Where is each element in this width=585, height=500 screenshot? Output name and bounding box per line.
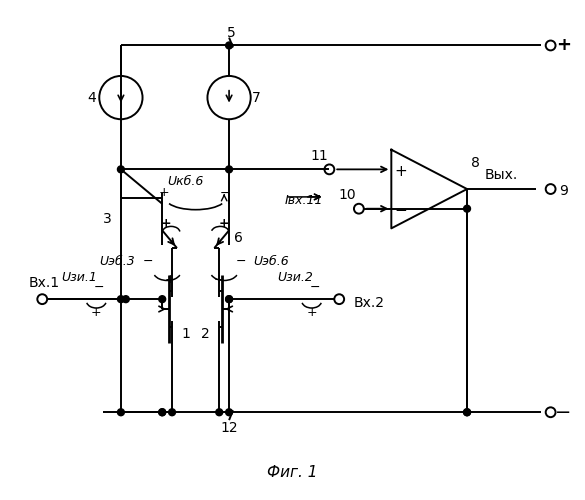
Circle shape [159, 296, 166, 302]
Text: Вх.2: Вх.2 [353, 296, 384, 310]
Text: 1: 1 [181, 326, 190, 340]
Text: 2: 2 [201, 326, 210, 340]
Text: −: − [236, 256, 246, 268]
Text: −: − [94, 281, 105, 294]
Text: +: + [214, 273, 225, 286]
Text: Вых.: Вых. [485, 168, 518, 182]
Text: +: + [219, 217, 229, 230]
Circle shape [118, 296, 125, 302]
Text: 10: 10 [338, 188, 356, 202]
Circle shape [226, 296, 232, 302]
Text: 4: 4 [87, 90, 96, 104]
Text: 12: 12 [221, 421, 238, 435]
Text: +: + [161, 217, 171, 230]
Circle shape [226, 166, 232, 173]
Circle shape [463, 206, 470, 212]
Text: −: − [395, 203, 408, 218]
Circle shape [463, 409, 470, 416]
Text: Uкб.6: Uкб.6 [167, 174, 204, 188]
Text: Uэб.3: Uэб.3 [99, 256, 135, 268]
Text: −: − [142, 256, 153, 268]
Text: 5: 5 [226, 26, 235, 40]
Circle shape [118, 166, 125, 173]
Text: +: + [307, 306, 317, 320]
Text: Фиг. 1: Фиг. 1 [267, 464, 317, 479]
Circle shape [159, 409, 166, 416]
Circle shape [226, 42, 232, 49]
Text: +: + [91, 306, 102, 320]
Text: 8: 8 [471, 156, 480, 170]
Text: +: + [165, 273, 175, 286]
Circle shape [159, 409, 166, 416]
Circle shape [463, 409, 470, 416]
Circle shape [226, 296, 232, 302]
Text: Uзи.2: Uзи.2 [277, 271, 313, 284]
Circle shape [122, 296, 129, 302]
Text: 11: 11 [311, 148, 328, 162]
Text: +: + [159, 186, 170, 200]
Text: +: + [395, 164, 408, 179]
Circle shape [226, 409, 232, 416]
Circle shape [168, 409, 176, 416]
Text: 7: 7 [252, 90, 261, 104]
Text: Вх.1: Вх.1 [29, 276, 60, 290]
Text: +: + [556, 36, 571, 54]
Text: 3: 3 [103, 212, 112, 226]
Circle shape [216, 409, 223, 416]
Text: −: − [309, 281, 320, 294]
Text: Uэб.6: Uэб.6 [254, 256, 290, 268]
Circle shape [118, 409, 125, 416]
Text: 9: 9 [559, 184, 568, 198]
Text: −: − [220, 186, 230, 200]
Text: 6: 6 [235, 231, 243, 245]
Text: Uзи.1: Uзи.1 [61, 271, 98, 284]
Text: −: − [555, 403, 572, 422]
Text: Iвх.11: Iвх.11 [285, 194, 324, 207]
